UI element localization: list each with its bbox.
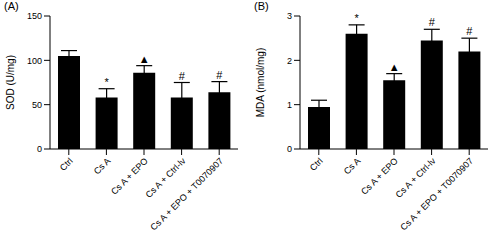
svg-text:Cs A + Ctrl-lv: Cs A + Ctrl-lv [393,155,438,200]
svg-text:#: # [429,16,436,28]
svg-text:50: 50 [32,100,42,110]
svg-text:▲: ▲ [389,61,400,73]
html-text:(B): (B) [254,0,269,12]
svg-text:Cs A + EPO: Cs A + EPO [359,156,400,197]
svg-text:*: * [104,76,109,88]
svg-text:#: # [216,69,223,81]
svg-text:Ctrl: Ctrl [58,156,75,173]
svg-text:1: 1 [287,100,292,110]
svg-text:Cs A: Cs A [342,156,363,177]
svg-text:2: 2 [287,56,292,66]
svg-text:*: * [354,12,359,24]
html-text:(A): (A) [4,0,19,12]
svg-text:Cs A + Ctrl-lv: Cs A + Ctrl-lv [143,155,188,200]
svg-text:#: # [179,70,186,82]
svg-text:150: 150 [27,11,42,21]
svg-text:Cs A + EPO: Cs A + EPO [109,156,150,197]
svg-text:MDA (nmol/mg): MDA (nmol/mg) [255,48,266,117]
svg-text:#: # [466,25,473,37]
svg-text:3: 3 [287,11,292,21]
svg-text:0: 0 [287,144,292,154]
svg-text:SOD (U/mg): SOD (U/mg) [8,55,16,110]
svg-text:0: 0 [37,144,42,154]
svg-text:▲: ▲ [139,53,150,65]
svg-text:Cs A + EPO + T0070907: Cs A + EPO + T0070907 [398,156,475,233]
svg-text:100: 100 [27,56,42,66]
svg-text:Ctrl: Ctrl [308,156,325,173]
svg-text:Cs A + EPO + T0070907: Cs A + EPO + T0070907 [148,156,225,233]
svg-text:Cs A: Cs A [92,156,113,177]
